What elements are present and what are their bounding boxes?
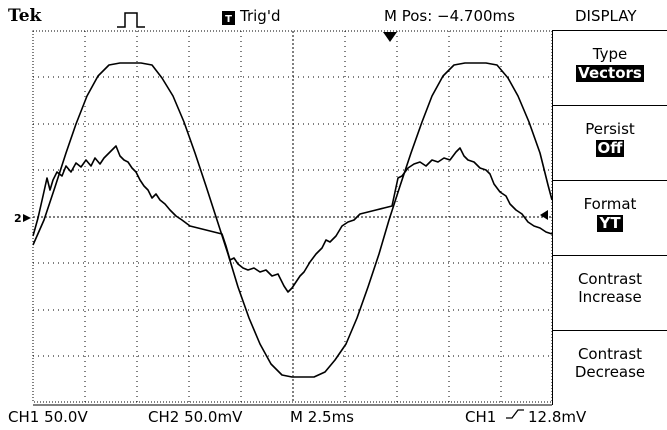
brand: Tek (8, 6, 42, 26)
center-axes (33, 31, 552, 402)
trigger-level-marker (540, 210, 548, 220)
ch2-marker-arrow (23, 214, 31, 222)
screen-border (32, 30, 553, 403)
ch2-trace (32, 145, 553, 293)
menu-value: Increase (578, 288, 642, 306)
menu-value: YT (597, 214, 623, 232)
menu-label: Contrast (577, 270, 643, 288)
ch1-trace (32, 62, 553, 378)
menu-button[interactable]: Contrast Decrease (552, 330, 667, 405)
menu-value: Off (595, 139, 625, 157)
trigger-icon-letter: T (225, 14, 232, 25)
ch1-scale: CH1 50.0V (8, 408, 88, 426)
menu-button[interactable]: Format YT (552, 180, 667, 255)
trigger-position-marker (383, 32, 397, 42)
menu-label: Type (592, 45, 628, 63)
ch2-marker: 2 (14, 212, 22, 225)
menu-value: Decrease (574, 363, 646, 381)
trigger-source: CH1 (465, 408, 497, 426)
trigger-slope-icon (506, 409, 524, 419)
menu-button[interactable]: Type Vectors (552, 30, 667, 105)
trigger-level: 12.8mV (528, 408, 587, 426)
menu-label: Persist (585, 120, 635, 138)
menu-label: Format (583, 195, 637, 213)
trigger-type-icon (117, 12, 145, 28)
timebase: M 2.5ms (290, 408, 354, 426)
menu-button[interactable]: Contrast Increase (552, 255, 667, 330)
trigger-icon-box (222, 11, 235, 25)
menu-value: Vectors (576, 64, 644, 82)
ch2-scale: CH2 50.0mV (148, 408, 243, 426)
menu-title: DISPLAY (575, 7, 637, 25)
trigger-status: Trig'd (240, 7, 281, 25)
menu-button[interactable]: Persist Off (552, 105, 667, 180)
menu-label: Contrast (577, 345, 643, 363)
horizontal-position: M Pos: −4.700ms (384, 7, 515, 25)
